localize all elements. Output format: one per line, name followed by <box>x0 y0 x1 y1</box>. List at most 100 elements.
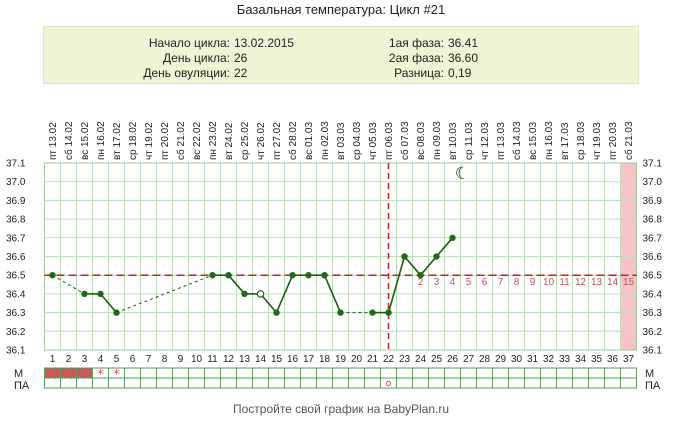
y-tick-label-left: 36.1 <box>6 346 26 357</box>
date-label: вт 17.02 <box>112 122 123 160</box>
y-tick-label-right: 36.7 <box>643 233 663 244</box>
day-number: 26 <box>447 354 459 365</box>
day-number: 23 <box>399 354 411 365</box>
temperature-segment <box>275 274 294 313</box>
day-number: 15 <box>271 354 283 365</box>
y-tick-label-left: 36.9 <box>6 196 26 207</box>
date-label: вт 17.03 <box>560 122 571 160</box>
temperature-point <box>305 272 312 279</box>
y-tick-label-right: 36.3 <box>643 308 663 319</box>
temperature-segment <box>419 255 438 276</box>
temperature-segment <box>116 274 213 314</box>
date-label: вт 03.03 <box>336 122 347 160</box>
day-number: 24 <box>415 354 427 365</box>
day-number: 22 <box>383 354 395 365</box>
date-label: пт 20.02 <box>160 122 171 160</box>
temperature-point <box>241 290 248 298</box>
date-label: сб 14.03 <box>511 121 523 160</box>
date-label: сб 07.03 <box>399 121 411 160</box>
date-label: пт 13.02 <box>48 122 59 160</box>
chart-title: Базальная температура: Цикл #21 <box>236 2 446 17</box>
date-label: вс 15.03 <box>528 122 539 160</box>
temperature-segment <box>227 274 246 295</box>
ovulation-day-label: День овуляции: <box>143 66 230 80</box>
cycle-start-value: 13.02.2015 <box>234 36 295 50</box>
date-label: пн 16.03 <box>544 121 555 160</box>
day-number: 12 <box>223 354 235 365</box>
date-label: сб 21.02 <box>175 121 187 160</box>
day-number: 21 <box>367 354 379 365</box>
luteal-day-label: 13 <box>591 277 603 288</box>
y-tick-label-right: 37.1 <box>643 159 663 170</box>
temperature-point <box>209 272 216 279</box>
date-label: сб 28.02 <box>287 121 299 160</box>
luteal-day-label: 10 <box>543 277 555 288</box>
luteal-day-label: 5 <box>466 277 472 288</box>
date-label: сб 21.03 <box>623 121 635 160</box>
luteal-day-label: 8 <box>514 277 520 288</box>
day-number: 14 <box>255 354 267 365</box>
y-tick-label-left: 36.5 <box>6 271 26 282</box>
cycle-start-label: Начало цикла: <box>148 36 230 50</box>
temperature-point <box>449 234 456 241</box>
day-number: 13 <box>239 354 251 365</box>
day-number: 36 <box>607 354 619 365</box>
y-tick-label-left: 37.0 <box>6 177 26 188</box>
y-tick-label-left: 36.4 <box>6 289 26 300</box>
phase1-label: 1ая фаза: <box>388 36 444 50</box>
temperature-point <box>256 290 265 298</box>
day-number: 28 <box>479 354 491 365</box>
temperature-point <box>417 272 424 279</box>
day-number: 35 <box>591 354 603 365</box>
date-label: пн 02.03 <box>320 121 331 160</box>
day-number: 32 <box>543 354 555 365</box>
temperature-point <box>401 253 408 260</box>
cycle-day-value: 26 <box>234 51 248 65</box>
date-label: вс 01.03 <box>304 122 315 160</box>
y-tick-label-right: 36.2 <box>643 327 663 338</box>
y-tick-label-right: 36.8 <box>643 215 663 226</box>
date-label: вс 22.02 <box>192 122 203 160</box>
day-number: 34 <box>575 354 587 365</box>
y-tick-label-left: 36.2 <box>6 327 26 338</box>
temperature-point <box>81 290 88 298</box>
y-tick-label-right: 36.1 <box>643 346 663 357</box>
date-label: вс 15.02 <box>80 122 91 160</box>
spotting-star-icon: * <box>97 367 104 383</box>
cycle-day-label: День цикла: <box>163 51 230 65</box>
date-label: ср 18.03 <box>576 121 587 160</box>
row-label-pa-right: ПА <box>645 380 661 392</box>
luteal-day-label: 7 <box>498 277 504 288</box>
row-label-pa-left: ПА <box>14 380 30 392</box>
day-number: 29 <box>495 354 507 365</box>
luteal-day-label: 14 <box>607 277 619 288</box>
day-number: 4 <box>98 354 104 365</box>
temperature-point <box>97 290 104 298</box>
temperature-point <box>225 272 232 279</box>
date-label: чт 19.03 <box>592 122 603 160</box>
temperature-point <box>337 309 344 316</box>
temperature-segment <box>387 256 406 313</box>
temperature-segment <box>99 293 118 314</box>
temperature-point <box>385 309 392 316</box>
temperature-point <box>369 309 376 316</box>
day-number: 9 <box>178 354 184 365</box>
date-label: сб 14.02 <box>63 121 75 160</box>
footer-credit: Постройте свой график на BabyPlan.ru <box>232 402 450 416</box>
temperature-point <box>113 309 120 316</box>
temperature-point <box>273 309 280 316</box>
day-number: 20 <box>351 354 363 365</box>
day-number: 31 <box>527 354 539 365</box>
menses-cell <box>60 368 77 378</box>
phase2-label: 2ая фаза: <box>388 51 444 65</box>
date-label: пн 23.02 <box>208 121 219 160</box>
date-label: чт 12.03 <box>480 122 491 160</box>
day-number: 17 <box>303 354 315 365</box>
day-number: 37 <box>623 354 635 365</box>
date-label: чт 19.02 <box>144 122 155 160</box>
date-label: чт 26.02 <box>256 122 267 160</box>
y-tick-label-left: 36.8 <box>6 215 26 226</box>
day-number: 7 <box>146 354 152 365</box>
temperature-point <box>289 272 296 279</box>
date-label: вт 24.02 <box>224 122 235 160</box>
